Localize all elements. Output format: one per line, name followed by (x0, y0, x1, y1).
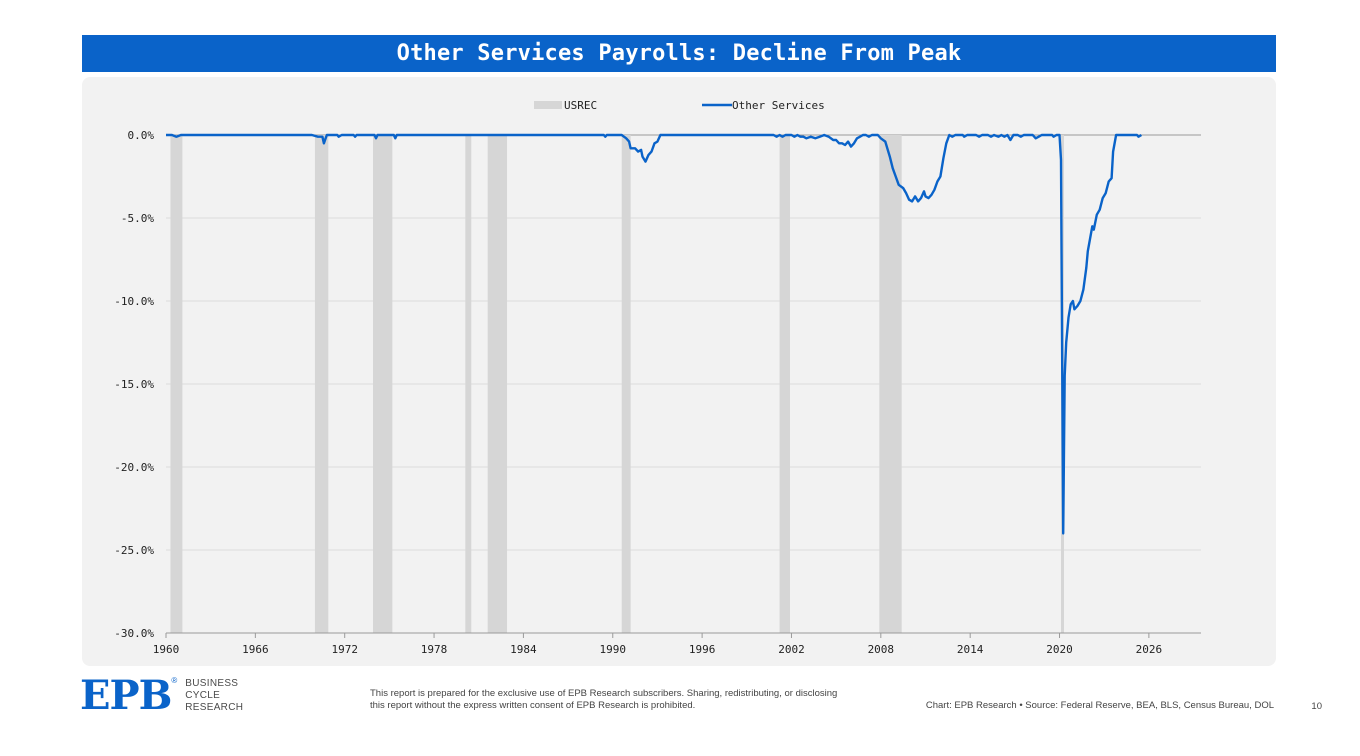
x-tick-label: 1984 (510, 643, 537, 656)
recession-bar (465, 135, 472, 633)
series-line-layer (166, 133, 1143, 535)
legend: USREC Other Services (534, 99, 825, 112)
recession-bar (314, 135, 329, 633)
y-tick-label: -15.0% (114, 378, 154, 391)
logo-word-business: BUSINESS (185, 678, 239, 689)
recession-bar (170, 135, 183, 633)
page-number: 10 (1311, 701, 1322, 712)
y-tick-label: -5.0% (121, 212, 154, 225)
x-tick-label: 2026 (1136, 643, 1163, 656)
logo-word-research: RESEARCH (185, 702, 244, 713)
x-tick-label: 1996 (689, 643, 716, 656)
y-tick-label: -30.0% (114, 627, 154, 640)
y-tick-label: -20.0% (114, 461, 154, 474)
logo-registered-mark: ® (171, 676, 178, 685)
logo-mark: EPB (80, 672, 172, 719)
x-tick-label: 2002 (778, 643, 805, 656)
recession-bar (621, 135, 631, 633)
y-tick-label: -25.0% (114, 544, 154, 557)
x-tick-label: 2014 (957, 643, 984, 656)
recession-bar (373, 135, 393, 633)
chart-title: Other Services Payrolls: Decline From Pe… (396, 41, 962, 66)
y-tick-label: -10.0% (114, 295, 154, 308)
x-tick-label: 1978 (421, 643, 448, 656)
epb-logo: EPB ® BUSINESS CYCLE RESEARCH (80, 676, 243, 716)
x-tick-label: 1990 (600, 643, 627, 656)
recession-bar (779, 135, 790, 633)
x-tick-label: 2008 (868, 643, 895, 656)
legend-label-other-services: Other Services (732, 99, 825, 112)
disclaimer-text: This report is prepared for the exclusiv… (370, 688, 838, 711)
legend-swatch-usrec (534, 101, 562, 109)
recession-bar (487, 135, 508, 633)
logo-word-cycle: CYCLE (185, 690, 221, 701)
y-tick-label: 0.0% (128, 129, 155, 142)
recession-shading-layer (170, 135, 1064, 633)
footer: EPB ® BUSINESS CYCLE RESEARCH This repor… (0, 670, 1360, 756)
x-tick-label: 1966 (242, 643, 269, 656)
x-tick-label: 1972 (331, 643, 358, 656)
chart-panel: 0.0% -5.0% -10.0% -15.0% -20.0% -25.0% -30.0% 1… (82, 77, 1276, 666)
recession-bar (879, 135, 902, 633)
chart-svg: 0.0% -5.0% -10.0% -15.0% -20.0% -25.0% -30.0% 1… (114, 99, 1201, 656)
x-tick-label: 2020 (1046, 643, 1073, 656)
series-line-other-services (166, 133, 1143, 535)
chart-title-banner: Other Services Payrolls: Decline From Pe… (82, 35, 1276, 72)
axis-layer: 0.0% -5.0% -10.0% -15.0% -20.0% -25.0% -30.0% 1… (114, 129, 1201, 656)
x-tick-label: 1960 (153, 643, 180, 656)
logo-wordmark: BUSINESS CYCLE RESEARCH (185, 678, 243, 714)
legend-label-usrec: USREC (564, 99, 597, 112)
source-text: Chart: EPB Research • Source: Federal Re… (925, 700, 1274, 711)
